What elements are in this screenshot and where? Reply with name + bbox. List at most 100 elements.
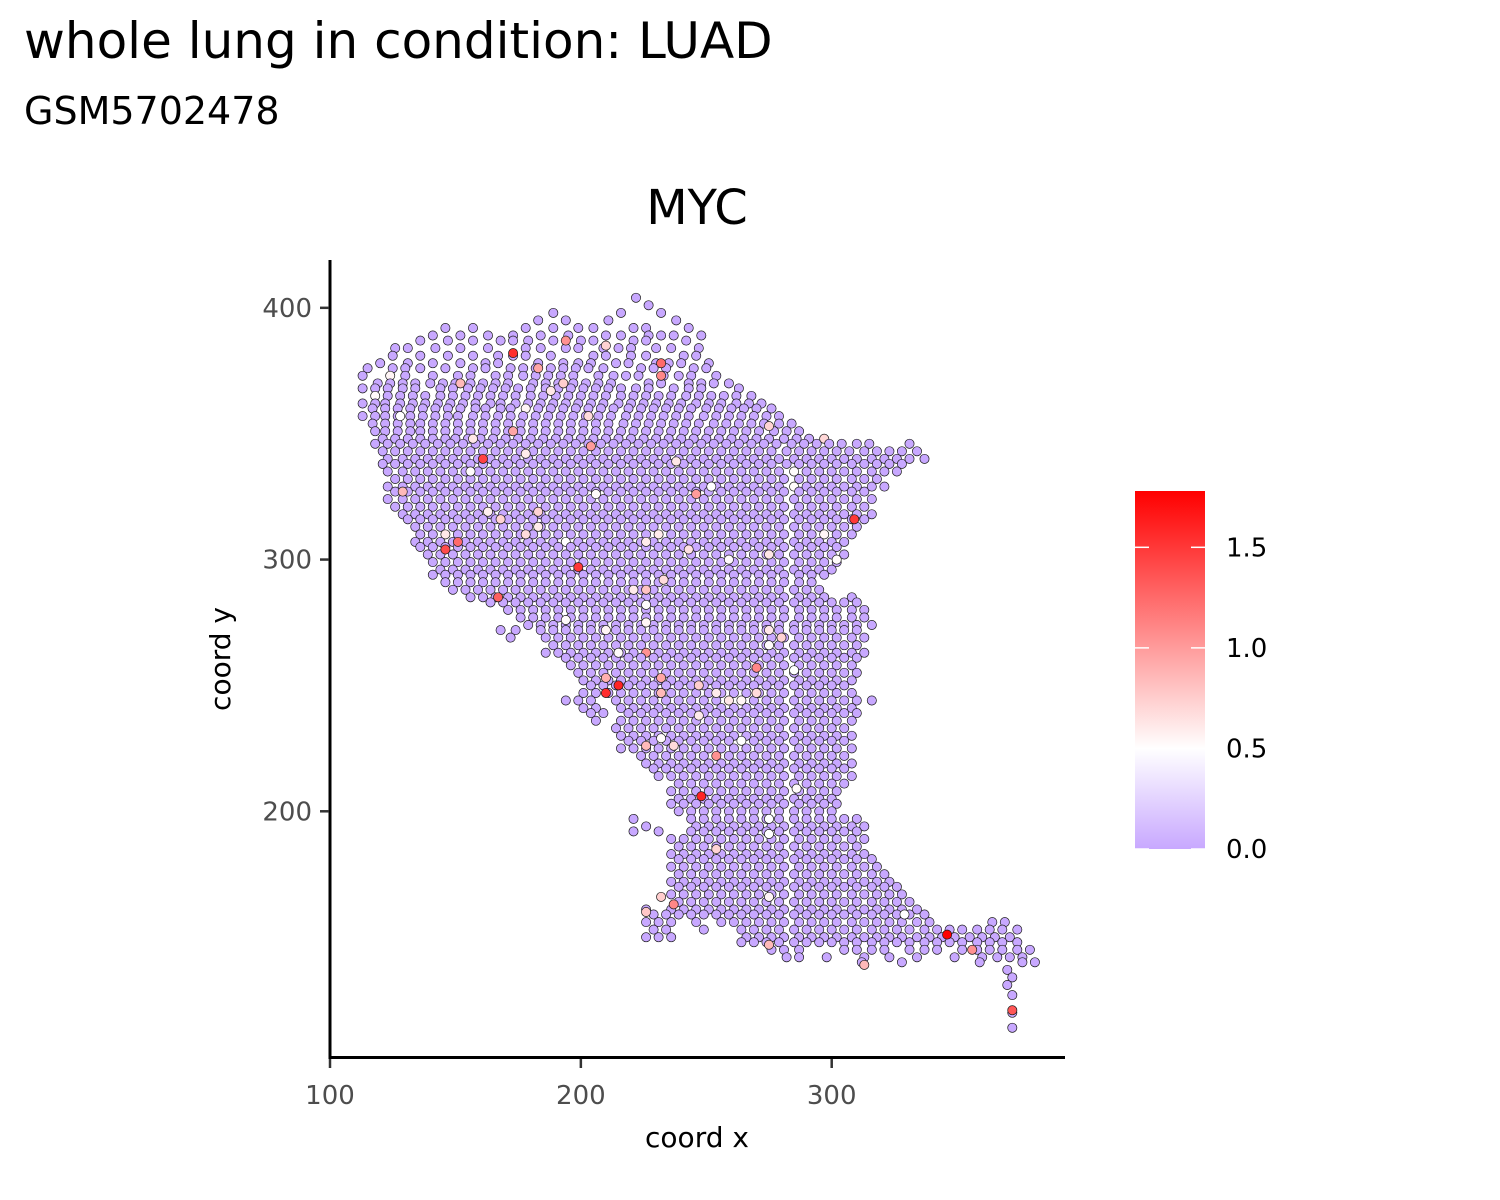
spot-point xyxy=(553,647,564,658)
spot-point xyxy=(904,924,915,935)
spot-point xyxy=(814,869,825,880)
spot-point xyxy=(748,750,759,761)
spot-point-expressed xyxy=(764,813,774,824)
spot-point xyxy=(420,438,431,449)
spot-point xyxy=(794,688,805,698)
spot-point-expressed xyxy=(628,584,639,595)
spot-point xyxy=(535,597,546,608)
spot-point xyxy=(839,652,850,663)
spot-point xyxy=(410,521,421,532)
spot-point xyxy=(656,307,667,318)
spot-point xyxy=(774,453,784,464)
spot-point xyxy=(748,896,759,907)
spot-point xyxy=(774,924,784,935)
spot-point xyxy=(871,889,882,900)
spot-point xyxy=(774,521,784,532)
spot-point xyxy=(603,474,614,484)
spot-point xyxy=(628,557,639,568)
spot-point xyxy=(673,806,684,817)
spot-point xyxy=(859,932,870,943)
spot-point xyxy=(668,330,679,341)
spot-point xyxy=(666,889,677,900)
spot-point xyxy=(846,612,857,623)
spot-point xyxy=(754,474,764,484)
spot-point xyxy=(779,861,789,872)
spot-point xyxy=(641,688,652,698)
spot-point xyxy=(839,869,850,880)
spot-point xyxy=(641,715,652,726)
spot-point xyxy=(716,917,727,928)
spot-point xyxy=(628,715,639,726)
spot-point xyxy=(415,335,426,346)
spot-point xyxy=(590,557,601,568)
spot-point xyxy=(402,446,413,457)
spot-point xyxy=(774,723,784,734)
spot-point xyxy=(483,343,493,354)
spot-point xyxy=(761,854,772,865)
spot-point xyxy=(794,861,805,872)
spot-point xyxy=(573,695,584,706)
x-axis-title: coord x xyxy=(645,1121,749,1154)
spot-point xyxy=(415,474,426,484)
spot-point xyxy=(846,730,857,741)
spot-point-expressed xyxy=(641,536,652,547)
spot-point xyxy=(508,438,519,449)
spot-point xyxy=(761,869,772,880)
spot-point xyxy=(661,652,672,663)
spot-point xyxy=(733,438,744,449)
spot-point xyxy=(766,474,777,484)
spot-point xyxy=(468,335,478,346)
spot-point xyxy=(826,680,837,691)
spot-point xyxy=(641,474,652,484)
spot-point xyxy=(573,323,584,333)
spot-point xyxy=(708,418,719,429)
spot-point xyxy=(997,924,1008,935)
spot-point xyxy=(698,869,709,880)
spot-point xyxy=(789,826,800,837)
spot-point xyxy=(884,952,895,963)
spot-point xyxy=(508,335,519,346)
spot-point xyxy=(648,680,659,691)
spot-point-expressed xyxy=(671,456,682,467)
spot-point xyxy=(598,363,609,374)
spot-point xyxy=(495,335,506,346)
spot-point xyxy=(698,723,709,734)
spot-point xyxy=(578,612,589,623)
spot-point xyxy=(628,688,639,698)
spot-point xyxy=(774,841,784,852)
spot-point xyxy=(723,521,734,532)
spot-point xyxy=(741,917,752,928)
spot-point-expressed xyxy=(558,378,569,389)
spot-point xyxy=(427,557,438,568)
spot-point xyxy=(495,625,506,636)
spot-point xyxy=(452,446,463,457)
spot-point xyxy=(814,494,825,505)
spot-point xyxy=(490,446,501,457)
spot-point xyxy=(794,529,805,540)
spot-point xyxy=(723,640,734,651)
spot-point xyxy=(831,688,842,698)
spot-point xyxy=(427,529,438,540)
spot-point xyxy=(415,446,426,457)
spot-point xyxy=(794,514,805,525)
spot-point xyxy=(585,625,596,636)
spot-point xyxy=(585,640,596,651)
spot-point xyxy=(839,750,850,761)
spot-point xyxy=(716,743,727,754)
spot-point-expressed xyxy=(600,672,611,683)
spot-point xyxy=(728,660,739,671)
spot-point xyxy=(766,514,777,525)
spot-point-expressed xyxy=(641,907,652,917)
spot-point xyxy=(458,438,468,449)
spot-point xyxy=(723,625,734,636)
spot-point xyxy=(678,557,689,568)
spot-point xyxy=(748,841,759,852)
spot-point xyxy=(435,494,446,505)
spot-point xyxy=(503,577,514,588)
spot-point-expressed xyxy=(520,448,531,459)
spot-point xyxy=(540,632,551,643)
spot-point xyxy=(819,632,830,643)
spot-point xyxy=(686,584,697,595)
spot-point xyxy=(478,577,488,588)
